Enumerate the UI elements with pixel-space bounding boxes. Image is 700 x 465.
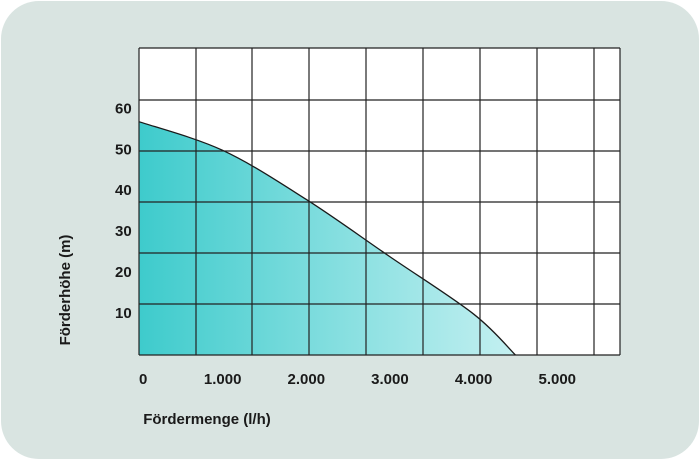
y-axis-label: Förderhöhe (m) xyxy=(57,235,74,346)
area-fill xyxy=(139,121,516,356)
y-tick-label: 20 xyxy=(115,264,132,281)
y-tick-label: 60 xyxy=(115,100,132,117)
x-tick-label: 4.000 xyxy=(455,371,493,388)
curve xyxy=(138,121,516,356)
y-tick-label: 40 xyxy=(115,182,132,199)
y-tick-label: 10 xyxy=(115,305,132,322)
x-axis-label: Fördermenge (l/h) xyxy=(143,411,271,428)
y-tick-label: 50 xyxy=(115,141,132,158)
x-tick-label: 2.000 xyxy=(288,371,326,388)
x-tick-label: 0 xyxy=(139,371,147,388)
x-tick-label: 5.000 xyxy=(538,371,576,388)
x-tick-label: 1.000 xyxy=(204,371,242,388)
grid xyxy=(138,47,621,356)
x-tick-label: 3.000 xyxy=(371,371,409,388)
y-tick-label: 30 xyxy=(115,223,132,240)
